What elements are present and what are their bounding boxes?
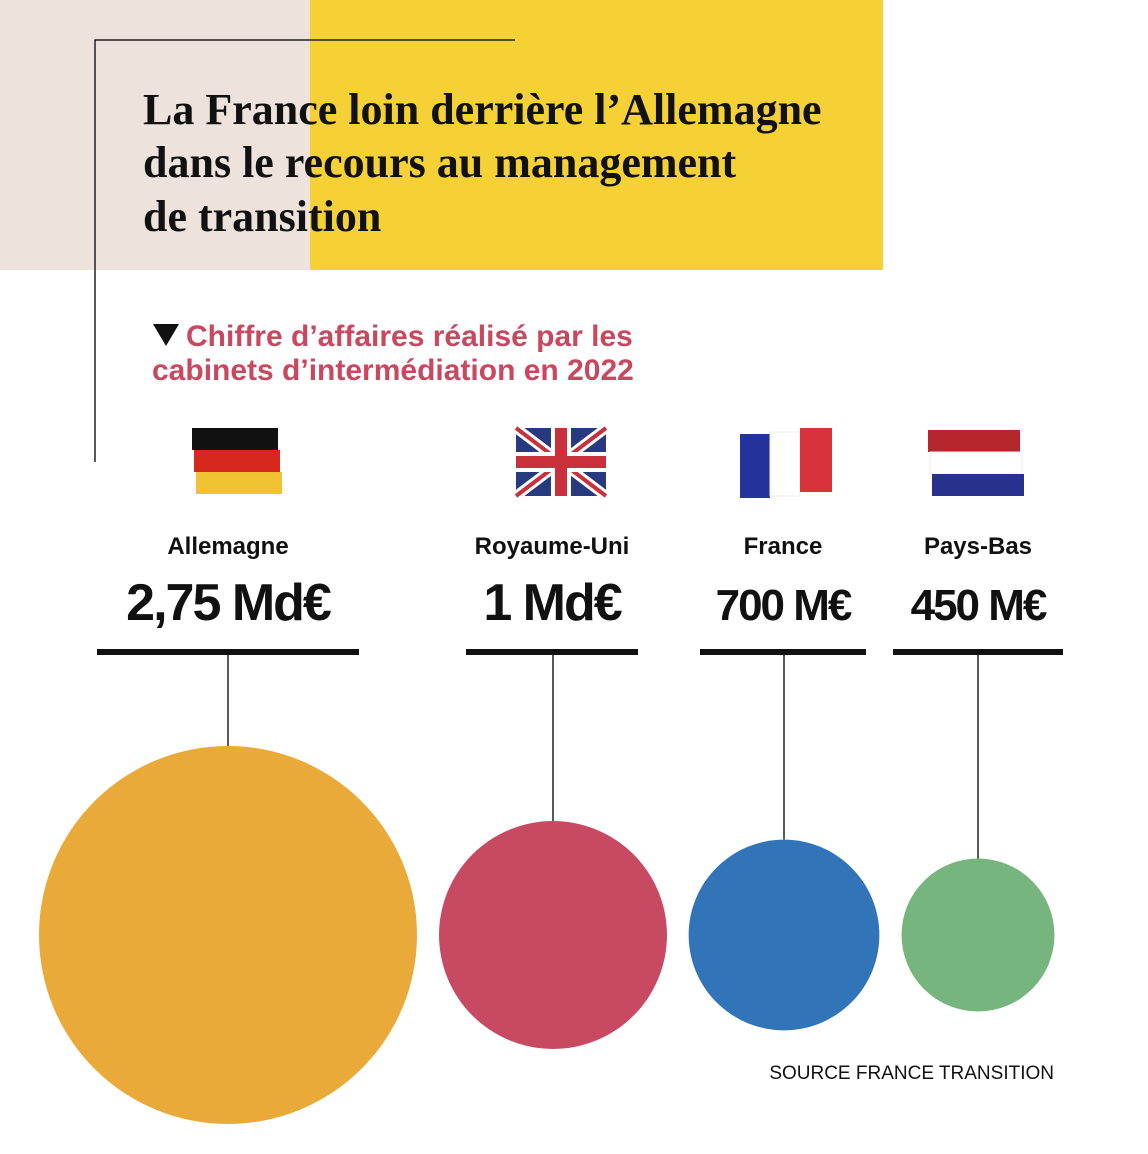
bubble	[39, 746, 417, 1124]
bubble	[688, 839, 880, 1031]
triangle-icon	[153, 324, 179, 346]
flag-germany	[192, 428, 282, 494]
category-label: France	[744, 533, 823, 560]
label-bar	[893, 649, 1063, 655]
chart-title: La France loin derrière l’Allemagne	[143, 85, 822, 134]
value-label: 450 M€	[911, 581, 1047, 630]
value-label: 700 M€	[716, 581, 852, 630]
source: SOURCE FRANCE TRANSITION	[769, 1063, 1054, 1084]
flag-france	[740, 428, 832, 498]
value-label: 1 Md€	[483, 574, 621, 632]
category-label: Allemagne	[167, 533, 288, 560]
background-block	[0, 0, 310, 270]
bubble	[439, 821, 667, 1049]
flag-uk	[512, 424, 610, 500]
chart-title: de transition	[143, 192, 381, 241]
label-bar	[97, 649, 359, 655]
bubble	[901, 858, 1055, 1012]
flag-netherlands	[928, 430, 1024, 496]
label-bar	[700, 649, 866, 655]
label-bar	[466, 649, 638, 655]
frame-line	[94, 39, 515, 462]
chart-title: dans le recours au management	[143, 138, 737, 187]
subtitle: cabinets d’intermédiation en 2022	[152, 354, 634, 387]
category-label: Pays-Bas	[924, 533, 1032, 560]
background-block	[310, 0, 883, 270]
category-label: Royaume-Uni	[475, 533, 630, 560]
value-label: 2,75 Md€	[126, 574, 331, 632]
subtitle: Chiffre d’affaires réalisé par les	[186, 320, 633, 353]
